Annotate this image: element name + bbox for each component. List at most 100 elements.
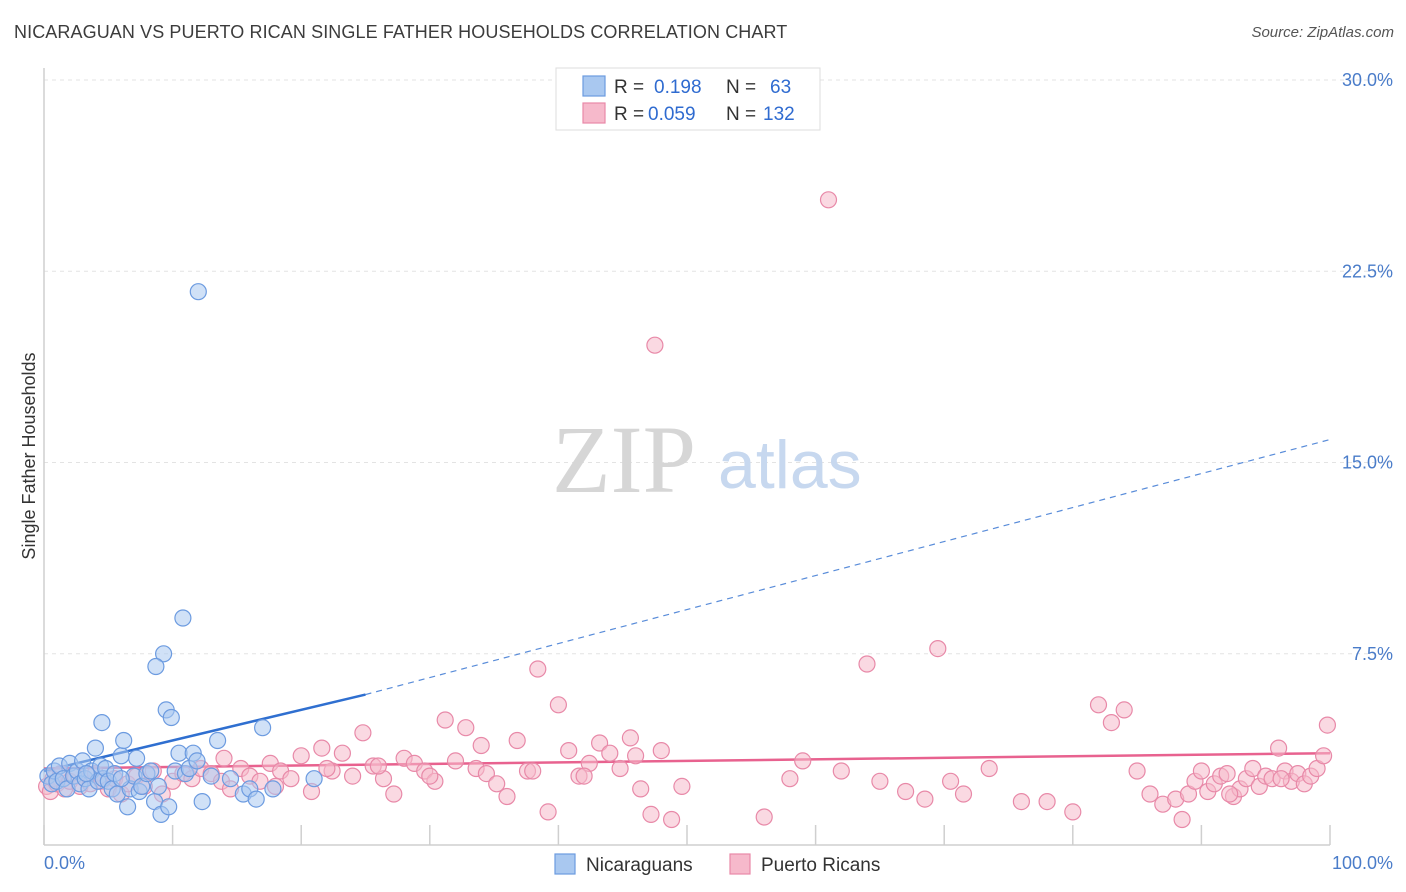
point-puerto-ricans-118 [1318,716,1337,734]
point-nicaraguans-56 [264,780,282,798]
legend-swatch-nicaraguans [582,75,606,97]
point-puerto-ricans-95 [1173,810,1191,829]
point-puerto-ricans-34 [292,747,310,765]
point-nicaraguans-54 [247,790,265,808]
point-nicaraguans-25 [115,731,133,750]
y-tick-labels: 7.5% 15.0% 22.5% 30.0% [1342,70,1393,664]
point-puerto-ricans-48 [436,711,454,729]
point-nicaraguans-39 [160,798,178,816]
point-nicaraguans-62 [305,770,323,788]
point-nicaraguans-43 [174,609,192,627]
watermark: ZIP atlas [552,406,862,513]
point-puerto-ricans-67 [632,780,650,798]
legend-r-value-1: 0.059 [648,104,696,125]
point-puerto-ricans-122 [524,762,542,780]
y-tick-label-3: 30.0% [1342,70,1393,90]
point-puerto-ricans-70 [662,810,681,829]
point-puerto-ricans-87 [1064,803,1082,821]
point-puerto-ricans-90 [1115,701,1133,719]
point-puerto-ricans-106 [1244,759,1262,778]
trend-line-puerto-ricans [43,751,1331,770]
watermark-zip: ZIP [552,406,696,513]
point-puerto-ricans-76 [832,762,850,780]
point-puerto-ricans-72 [646,336,664,354]
bottom-legend: Nicaraguans Puerto Ricans [554,853,880,876]
point-puerto-ricans-83 [954,785,973,803]
point-puerto-ricans-117 [1314,747,1333,765]
point-puerto-ricans-119 [369,757,387,775]
x-tick-label-1: 100.0% [1332,853,1393,873]
y-tick-label-0: 7.5% [1352,644,1393,664]
point-puerto-ricans-53 [488,775,506,793]
legend-n-label-0: N = [726,77,756,98]
point-puerto-ricans-102 [1218,764,1236,783]
point-nicaraguans-48 [193,792,211,811]
trend-line-nicaraguans-extension [365,438,1331,696]
point-puerto-ricans-40 [354,724,372,742]
watermark-atlas: atlas [718,427,862,503]
point-nicaraguans-24 [112,747,130,765]
point-puerto-ricans-64 [601,744,619,762]
point-puerto-ricans-33 [282,770,300,788]
point-puerto-ricans-121 [472,736,490,755]
point-nicaraguans-55 [254,719,272,737]
point-puerto-ricans-128 [781,770,799,788]
point-nicaraguans-57 [147,657,165,676]
point-puerto-ricans-126 [318,759,336,778]
legend-r-label-1: R = [614,104,644,125]
point-nicaraguans-59 [93,713,111,732]
y-tick-label-1: 15.0% [1342,453,1393,473]
point-puerto-ricans-38 [333,744,351,762]
point-puerto-ricans-79 [896,782,915,801]
point-puerto-ricans-50 [457,719,475,737]
point-puerto-ricans-129 [1272,770,1290,788]
bottom-legend-label-puerto-ricans: Puerto Ricans [761,855,880,876]
point-puerto-ricans-91 [1128,762,1146,780]
point-puerto-ricans-66 [621,729,640,747]
legend-r-label-0: R = [614,77,644,98]
point-nicaraguans-29 [128,749,146,767]
point-puerto-ricans-52 [477,764,495,783]
point-nicaraguans-26 [118,798,137,816]
point-puerto-ricans-120 [421,767,439,785]
point-puerto-ricans-73 [819,191,838,209]
point-puerto-ricans-60 [560,741,578,760]
point-puerto-ricans-49 [446,752,465,770]
legend-n-label-1: N = [726,104,756,125]
point-nicaraguans-58 [189,283,207,301]
point-puerto-ricans-85 [1012,792,1031,811]
top-legend: R = 0.198 N = 63 R = 0.059 N = 132 [555,67,821,131]
point-nicaraguans-49 [202,767,220,785]
point-puerto-ricans-89 [1102,713,1121,732]
point-puerto-ricans-65 [611,759,629,778]
point-nicaraguans-50 [209,731,227,750]
legend-swatch-puerto-ricans [582,102,606,124]
axes [43,68,1331,846]
point-puerto-ricans-57 [529,660,547,678]
point-puerto-ricans-130 [1221,785,1239,803]
point-puerto-ricans-84 [980,759,998,778]
point-puerto-ricans-77 [858,655,876,673]
point-puerto-ricans-74 [755,808,773,826]
legend-r-value-0: 0.198 [654,77,702,98]
legend-n-value-1: 132 [763,104,795,125]
point-nicaraguans-15 [86,739,105,757]
data-points [37,191,1337,829]
point-puerto-ricans-59 [549,696,568,714]
point-nicaraguans-40 [162,708,180,727]
grid-lines [44,79,1390,655]
legend-n-value-0: 63 [770,77,791,98]
point-nicaraguans-35 [149,777,168,796]
point-nicaraguans-61 [77,764,96,783]
point-nicaraguans-47 [188,752,206,770]
point-puerto-ricans-127 [215,749,233,767]
point-puerto-ricans-69 [652,741,670,760]
bottom-legend-label-nicaraguans: Nicaraguans [586,855,693,876]
point-puerto-ricans-39 [344,767,362,785]
point-puerto-ricans-78 [871,772,889,790]
x-tick-label-0: 0.0% [44,853,85,873]
point-nicaraguans-60 [112,770,130,788]
bottom-legend-swatch-puerto-ricans [729,853,751,875]
point-puerto-ricans-81 [929,639,947,658]
